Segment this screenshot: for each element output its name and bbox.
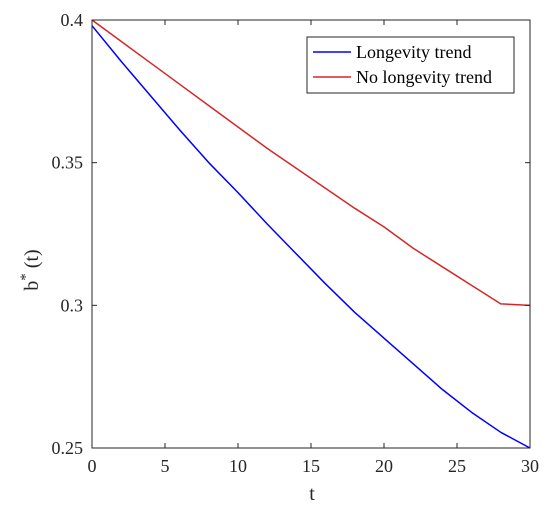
x-tick-label: 15 <box>302 456 320 476</box>
axis-ticks <box>91 19 531 449</box>
y-axis-label: b* (t) <box>18 249 43 290</box>
y-tick-label: 0.35 <box>52 153 84 173</box>
legend: Longevity trend No longevity trend <box>306 36 515 94</box>
y-tick-label: 0.25 <box>52 438 84 458</box>
legend-box <box>306 36 515 94</box>
x-tick-label: 5 <box>161 456 170 476</box>
y-tick-label: 0.3 <box>61 295 84 315</box>
series-layer <box>91 19 531 449</box>
x-tick-label: 20 <box>375 456 393 476</box>
x-axis-label: t <box>309 483 315 505</box>
x-tick-label: 10 <box>229 456 247 476</box>
x-tick-label: 0 <box>88 456 97 476</box>
x-tick-label: 25 <box>448 456 466 476</box>
y-axis-label-superscript: * <box>18 273 34 281</box>
y-tick-label: 0.4 <box>61 10 84 30</box>
y-axis-tick-labels: 0.25 0.3 0.35 0.4 <box>52 10 84 458</box>
x-tick-label: 30 <box>521 456 539 476</box>
legend-label-longevity-trend: Longevity trend <box>356 42 471 62</box>
series-line-longevity-trend <box>91 25 531 449</box>
series-line-no-longevity-trend <box>91 19 531 307</box>
y-axis-label-suffix: (t) <box>21 249 43 273</box>
legend-label-no-longevity-trend: No longevity trend <box>356 67 492 87</box>
y-axis-label-base: b <box>21 281 43 291</box>
x-axis-tick-labels: 0 5 10 15 20 25 30 <box>88 456 540 476</box>
